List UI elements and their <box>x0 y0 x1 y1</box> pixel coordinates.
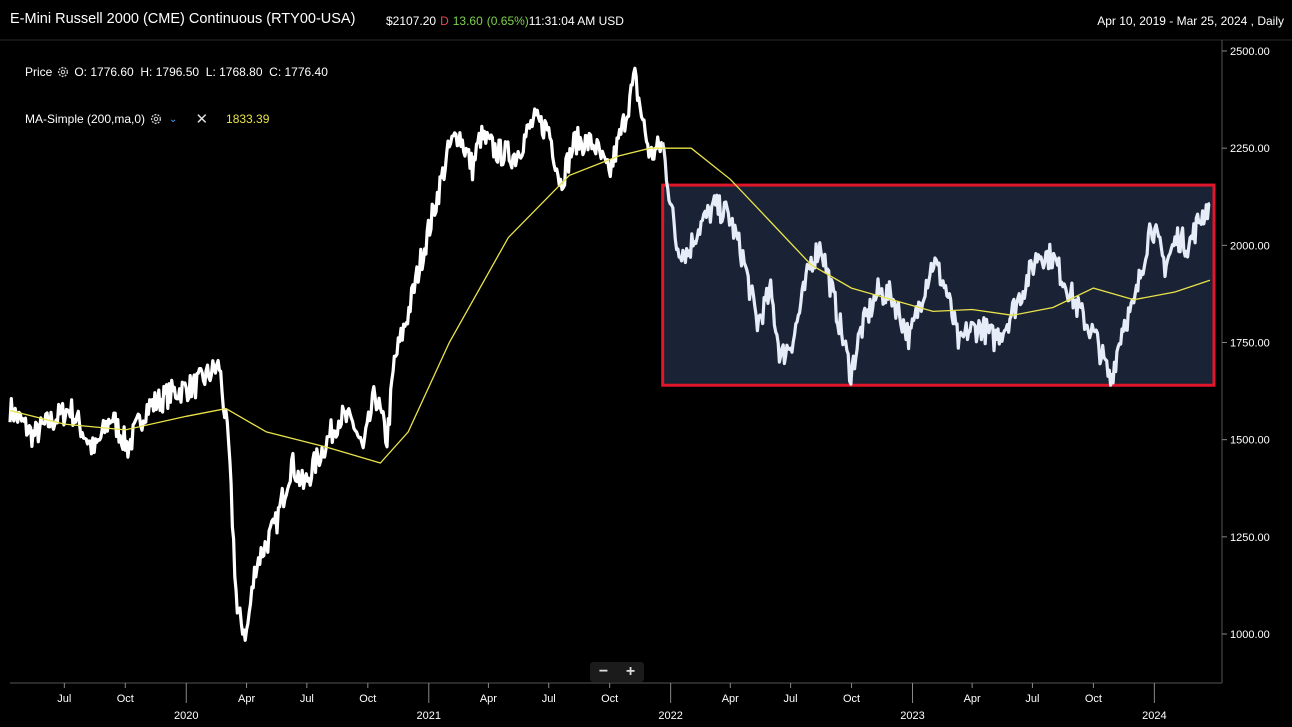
x-month-label: Jul <box>1025 693 1039 705</box>
date-range: Apr 10, 2019 - Mar 25, 2024 , Daily <box>1097 14 1284 28</box>
x-year-label: 2022 <box>658 710 682 722</box>
delayed-flag: D <box>440 14 449 28</box>
quote-line: $2107.20 D 13.60 (0.65%)11:31:04 AM USD <box>386 14 624 28</box>
x-month-label: Apr <box>722 693 739 705</box>
close-icon[interactable]: ✕ <box>195 111 209 128</box>
ohlc-values: O: 1776.60 H: 1796.50 L: 1768.80 C: 1776… <box>74 65 328 79</box>
x-month-label: Apr <box>238 693 255 705</box>
chart-frame <box>0 39 1292 684</box>
zoom-in-button[interactable]: + <box>625 663 636 680</box>
x-month-label: Oct <box>1085 693 1102 705</box>
x-month-label: Jul <box>57 693 71 705</box>
x-month-label: Apr <box>964 693 981 705</box>
x-month-label: Jul <box>784 693 798 705</box>
price-legend: Price O: 1776.60 H: 1796.50 L: 1768.80 C… <box>25 65 328 79</box>
x-month-label: Oct <box>117 693 134 705</box>
price-change-pct: (0.65%) <box>486 14 529 28</box>
x-year-label: 2024 <box>1142 710 1166 722</box>
x-month-label: Oct <box>359 693 376 705</box>
price-series-line <box>8 66 664 642</box>
y-tick-label: 1000.00 <box>1230 629 1270 641</box>
y-tick-label: 2500.00 <box>1230 46 1270 58</box>
ma-legend-label: MA-Simple (200,ma,0) <box>25 112 146 126</box>
gear-icon[interactable] <box>149 112 163 126</box>
y-tick-label: 1250.00 <box>1230 532 1270 544</box>
y-tick-label: 2250.00 <box>1230 143 1270 155</box>
price-legend-label: Price <box>25 65 53 79</box>
x-year-label: 2021 <box>417 710 441 722</box>
zoom-controls: − + <box>590 662 644 682</box>
ma-legend: MA-Simple (200,ma,0) ⌄ ✕ 1833.39 <box>25 110 269 128</box>
x-month-label: Jul <box>542 693 556 705</box>
chart-header: E-Mini Russell 2000 (CME) Continuous (RT… <box>0 0 1292 40</box>
x-month-label: Jul <box>300 693 314 705</box>
ma-value: 1833.39 <box>226 112 270 126</box>
price-change: 13.60 <box>452 14 483 28</box>
instrument-title: E-Mini Russell 2000 (CME) Continuous (RT… <box>10 11 356 27</box>
y-tick-label: 1500.00 <box>1230 435 1270 447</box>
x-month-label: Oct <box>843 693 860 705</box>
chevron-down-icon[interactable]: ⌄ <box>169 113 178 125</box>
x-month-label: Oct <box>601 693 618 705</box>
x-year-label: 2023 <box>900 710 924 722</box>
ma-series-line <box>9 147 1211 464</box>
y-tick-label: 2000.00 <box>1230 240 1270 252</box>
x-month-label: Apr <box>480 693 497 705</box>
gear-icon[interactable] <box>56 65 70 79</box>
last-price: $2107.20 <box>386 14 437 28</box>
zoom-out-button[interactable]: − <box>598 663 609 680</box>
y-tick-label: 1750.00 <box>1230 338 1270 350</box>
price-series-line-highlighted <box>661 142 1211 387</box>
x-year-label: 2020 <box>174 710 198 722</box>
quote-time: 11:31:04 AM USD <box>528 14 624 28</box>
highlight-range-box <box>661 183 1216 387</box>
